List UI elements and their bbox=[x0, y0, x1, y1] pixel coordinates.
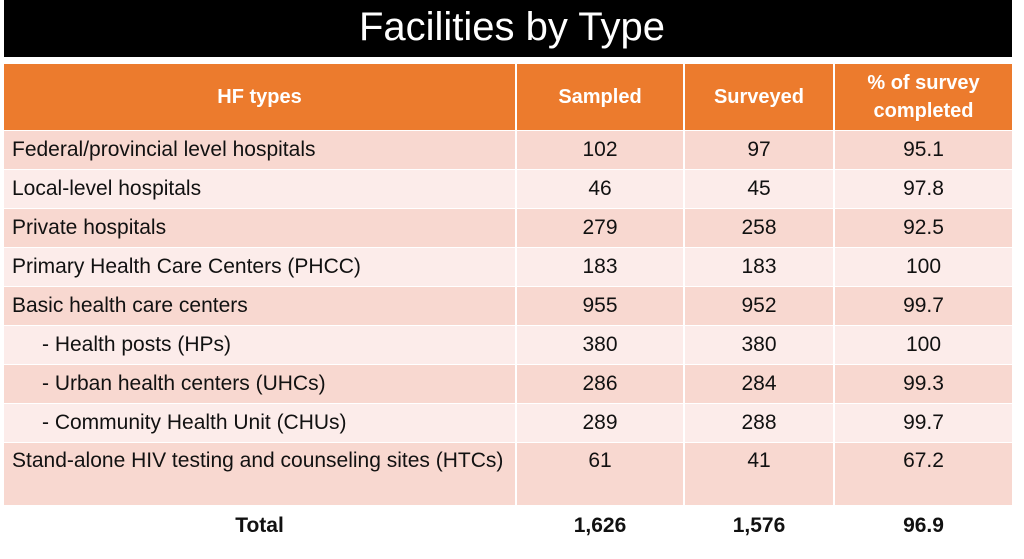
table-row: Local-level hospitals 46 45 97.8 bbox=[4, 169, 1012, 209]
page-title: Facilities by Type bbox=[358, 5, 666, 49]
row-surveyed: 41 bbox=[684, 442, 835, 506]
table-row: - Community Health Unit (CHUs) 289 288 9… bbox=[4, 403, 1012, 443]
row-surveyed: 97 bbox=[684, 130, 835, 170]
table-row: - Health posts (HPs) 380 380 100 bbox=[4, 325, 1012, 365]
row-percent: 99.7 bbox=[834, 403, 1012, 443]
total-row: Total 1,626 1,576 96.9 bbox=[4, 505, 1012, 546]
table-row: Basic health care centers 955 952 99.7 bbox=[4, 286, 1012, 326]
row-percent: 95.1 bbox=[834, 130, 1012, 170]
row-surveyed: 183 bbox=[684, 247, 835, 287]
total-percent: 96.9 bbox=[834, 505, 1012, 546]
total-surveyed: 1,576 bbox=[684, 505, 835, 546]
header-percent-completed-label: % of survey completed bbox=[867, 72, 980, 122]
header-percent-completed: % of survey completed bbox=[834, 64, 1012, 131]
row-percent: 99.3 bbox=[834, 364, 1012, 404]
header-surveyed: Surveyed bbox=[684, 64, 835, 131]
total-sampled: 1,626 bbox=[516, 505, 685, 546]
row-sampled: 183 bbox=[516, 247, 685, 287]
row-percent: 100 bbox=[834, 325, 1012, 365]
header-sampled: Sampled bbox=[516, 64, 685, 131]
header-hf-types: HF types bbox=[4, 64, 517, 131]
row-sampled: 46 bbox=[516, 169, 685, 209]
row-percent: 67.2 bbox=[834, 442, 1012, 506]
row-surveyed: 288 bbox=[684, 403, 835, 443]
row-sampled: 955 bbox=[516, 286, 685, 326]
row-sampled: 61 bbox=[516, 442, 685, 506]
facilities-table: HF types Sampled Surveyed % of survey co… bbox=[4, 64, 1012, 546]
row-percent: 100 bbox=[834, 247, 1012, 287]
row-type: Private hospitals bbox=[4, 208, 517, 248]
row-type: Local-level hospitals bbox=[4, 169, 517, 209]
row-surveyed: 258 bbox=[684, 208, 835, 248]
row-type: Stand-alone HIV testing and counseling s… bbox=[4, 442, 517, 506]
row-surveyed: 284 bbox=[684, 364, 835, 404]
total-label: Total bbox=[4, 505, 517, 546]
row-sampled: 289 bbox=[516, 403, 685, 443]
row-type: Primary Health Care Centers (PHCC) bbox=[4, 247, 517, 287]
row-percent: 99.7 bbox=[834, 286, 1012, 326]
table-row: Primary Health Care Centers (PHCC) 183 1… bbox=[4, 247, 1012, 287]
row-sampled: 279 bbox=[516, 208, 685, 248]
title-bar: Facilities by Type bbox=[0, 0, 1024, 57]
table-row: - Urban health centers (UHCs) 286 284 99… bbox=[4, 364, 1012, 404]
row-surveyed: 952 bbox=[684, 286, 835, 326]
row-type: Federal/provincial level hospitals bbox=[4, 130, 517, 170]
table-row: Federal/provincial level hospitals 102 9… bbox=[4, 130, 1012, 170]
row-surveyed: 380 bbox=[684, 325, 835, 365]
row-sampled: 286 bbox=[516, 364, 685, 404]
row-type: - Community Health Unit (CHUs) bbox=[4, 403, 517, 443]
table-row: Private hospitals 279 258 92.5 bbox=[4, 208, 1012, 248]
row-percent: 92.5 bbox=[834, 208, 1012, 248]
facilities-table-container: HF types Sampled Surveyed % of survey co… bbox=[4, 64, 1012, 559]
row-type: Basic health care centers bbox=[4, 286, 517, 326]
row-type: - Health posts (HPs) bbox=[4, 325, 517, 365]
table-header-row: HF types Sampled Surveyed % of survey co… bbox=[4, 64, 1012, 131]
row-surveyed: 45 bbox=[684, 169, 835, 209]
row-percent: 97.8 bbox=[834, 169, 1012, 209]
row-type: - Urban health centers (UHCs) bbox=[4, 364, 517, 404]
row-sampled: 380 bbox=[516, 325, 685, 365]
row-sampled: 102 bbox=[516, 130, 685, 170]
table-row: Stand-alone HIV testing and counseling s… bbox=[4, 442, 1012, 506]
